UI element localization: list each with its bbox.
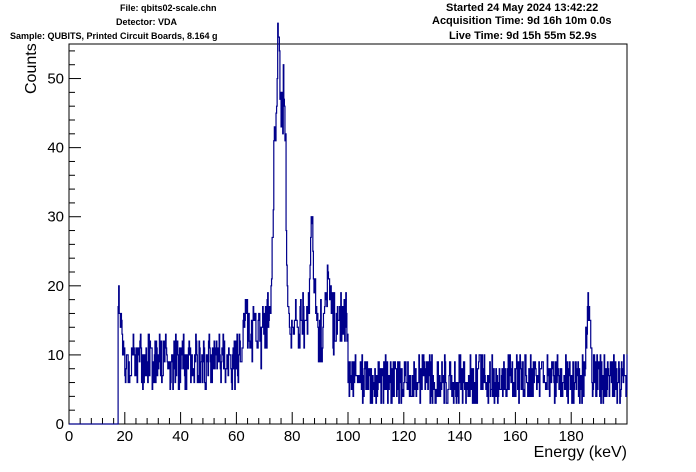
detector-label: Detector: VDA xyxy=(116,17,178,27)
y-tick-label: 10 xyxy=(47,347,64,364)
live-time-label: Live Time: 9d 15h 55m 52.9s xyxy=(449,30,597,42)
y-tick-label: 20 xyxy=(47,278,64,295)
x-tick-label: 160 xyxy=(503,428,528,445)
x-axis-label: Energy (keV) xyxy=(534,444,627,461)
x-tick-label: 120 xyxy=(391,428,416,445)
file-label: File: qbits02-scale.chn xyxy=(120,3,217,13)
y-tick-label: 40 xyxy=(47,140,64,157)
axis-ticks xyxy=(68,50,628,425)
sample-label: Sample: QUBITS, Printed Circuit Boards, … xyxy=(10,31,218,41)
y-tick-label: 30 xyxy=(47,209,64,226)
x-tick-label: 180 xyxy=(559,428,584,445)
y-tick-label: 50 xyxy=(47,71,64,88)
y-axis-label: Counts xyxy=(23,43,40,94)
x-tick-label: 20 xyxy=(116,428,133,445)
x-tick-label: 40 xyxy=(172,428,189,445)
axis-tick-labels: 0 20 40 60 80 100 120 140 160 180 0 10 20 30 40 50 xyxy=(47,71,583,445)
spectrum-series-line xyxy=(69,22,628,425)
x-tick-label: 60 xyxy=(228,428,245,445)
x-tick-label: 0 xyxy=(65,428,73,445)
acquisition-time-label: Acquisition Time: 9d 16h 10m 0.0s xyxy=(432,15,612,27)
x-tick-label: 140 xyxy=(447,428,472,445)
started-label: Started 24 May 2024 13:42:22 xyxy=(446,2,599,14)
y-tick-label: 0 xyxy=(56,416,64,433)
x-tick-label: 100 xyxy=(335,428,360,445)
x-tick-label: 80 xyxy=(284,428,301,445)
